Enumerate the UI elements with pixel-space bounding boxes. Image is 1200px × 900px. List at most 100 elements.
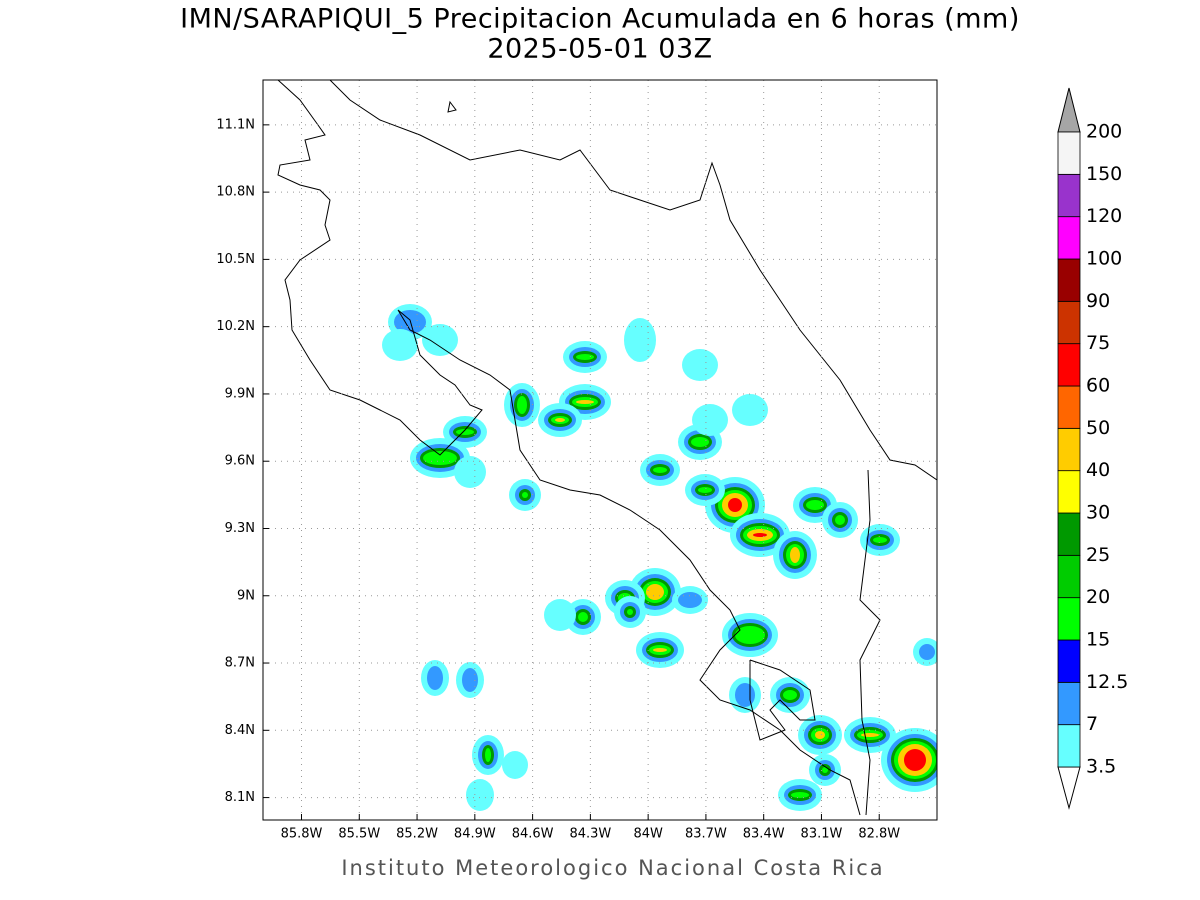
colorbar-box [1057,385,1081,429]
subtitle: 2025-05-01 03Z [487,34,712,65]
x-tick-label: 85.2W [396,827,438,842]
colorbar-label: 7 [1086,713,1098,735]
precip-area [873,537,887,543]
colorbar-box [1057,681,1081,726]
precip-area [835,515,845,525]
y-tick-label: 10.2N [216,319,255,334]
x-tick-label: 85.8W [281,827,323,842]
precip-area [576,354,594,360]
caribbean-coast [329,80,937,481]
precip-area [502,751,528,779]
colorbar-label: 75 [1086,332,1110,354]
map-frame [262,79,938,821]
precip-area [682,349,718,381]
precip-area [791,792,809,798]
precipitation-field [382,304,937,811]
colorbar-box [1057,173,1081,218]
precip-area [735,626,765,644]
colorbar-label: 3.5 [1086,756,1116,778]
y-tick-label: 8.4N [225,723,255,738]
precip-area [427,666,443,690]
colorbar-box [1057,639,1081,683]
precip-area [783,690,797,700]
y-tick-label: 10.5N [216,252,255,267]
precip-area [822,767,828,773]
colorbar-under [1057,766,1081,810]
colorbar-label: 90 [1086,290,1110,312]
colorbar-box [1057,216,1081,260]
y-tick-label: 9.6N [225,454,255,469]
precip-area [691,437,709,447]
precip-area [790,547,800,563]
coastlines [277,80,937,816]
colorbar-label: 12.5 [1086,671,1128,693]
precip-area [815,731,825,739]
colorbar-box [1057,554,1081,599]
precip-area [522,492,528,498]
panama-border [859,469,881,816]
colorbar-box [1057,724,1081,768]
colorbar-label: 50 [1086,417,1110,439]
colorbar-box [1057,131,1081,175]
island [447,100,457,113]
precip-area [576,400,594,404]
colorbar-over [1057,87,1081,133]
colorbar-box [1057,470,1081,514]
precip-area [466,779,494,811]
colorbar-label: 100 [1086,248,1122,270]
colorbar-box [1057,258,1081,302]
precip-area [423,451,457,465]
y-tick-label: 8.1N [225,790,255,805]
osa-peninsula [749,659,816,741]
precip-area [698,487,712,493]
precip-area [627,609,633,615]
y-tick-label: 9.3N [225,521,255,536]
axes: 85.8W 85.5W 85.2W 84.9W 84.6W 84.3W 84W 83.7W 83… [216,80,937,842]
colorbar-box [1057,343,1081,387]
x-tick-label: 83.1W [801,827,843,842]
colorbar-label: 120 [1086,205,1122,227]
precip-area [485,748,491,762]
precip-area [735,683,755,707]
pacific-coast [277,80,861,816]
precip-area [678,592,702,608]
x-tick-label: 82.8W [858,827,900,842]
title: IMN/SARAPIQUI_5 Precipitacion Acumulada … [180,4,1020,35]
colorbar-label: 150 [1086,163,1122,185]
x-tick-label: 83.4W [743,827,785,842]
precip-area [555,418,565,422]
precip-area [904,749,926,771]
precip-area [692,404,728,436]
x-tick-label: 84W [633,827,663,842]
precip-area [653,467,667,473]
precip-area [422,324,458,356]
colorbar-label: 60 [1086,375,1110,397]
colorbar: 3.5 7 12.5 15 20 25 30 40 50 60 75 90 100 120 150 200 [1057,87,1128,810]
precip-area [728,498,742,512]
precip-area [517,396,527,414]
precip-area [624,318,656,362]
x-tick-label: 85.5W [338,827,380,842]
precip-area [753,533,767,537]
precip-area [646,584,664,600]
colorbar-label: 20 [1086,586,1110,608]
precip-area [919,644,935,660]
x-tick-label: 84.9W [454,827,496,842]
colorbar-box [1057,427,1081,472]
precip-area [456,429,474,435]
precip-area [861,733,879,737]
colorbar-label: 200 [1086,121,1122,143]
y-tick-label: 10.8N [216,185,255,200]
precip-area [732,394,768,426]
precip-area [544,599,576,631]
x-tick-label: 84.3W [569,827,611,842]
y-tick-label: 11.1N [216,117,255,132]
precip-area [578,612,588,622]
colorbar-box [1057,512,1081,556]
colorbar-label: 30 [1086,502,1110,524]
x-tick-label: 84.6W [512,827,554,842]
precip-area [382,329,418,361]
colorbar-label: 15 [1086,629,1110,651]
